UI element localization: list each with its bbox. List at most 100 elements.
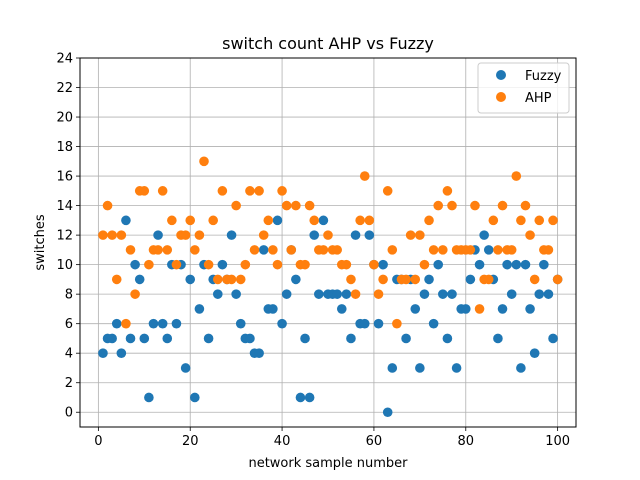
- legend-marker-fuzzy: [496, 70, 506, 80]
- point-ahp: [125, 245, 136, 255]
- point-fuzzy: [460, 304, 471, 314]
- point-ahp: [167, 215, 177, 226]
- y-tick-label: 8: [65, 288, 73, 303]
- point-ahp: [309, 215, 320, 226]
- legend: Fuzzy AHP: [477, 62, 570, 114]
- data-points: [98, 156, 563, 418]
- point-fuzzy: [529, 348, 540, 359]
- point-ahp: [346, 274, 356, 285]
- point-ahp: [415, 230, 425, 240]
- chart-title: switch count AHP vs Fuzzy: [222, 34, 434, 53]
- point-ahp: [447, 200, 457, 211]
- point-ahp: [493, 245, 503, 255]
- point-ahp: [548, 215, 558, 226]
- point-ahp: [107, 230, 117, 240]
- point-fuzzy: [511, 259, 522, 270]
- point-fuzzy: [419, 289, 430, 299]
- point-ahp: [268, 245, 278, 255]
- point-ahp: [185, 215, 196, 226]
- point-fuzzy: [539, 259, 549, 270]
- point-fuzzy: [433, 259, 444, 270]
- point-fuzzy: [465, 274, 476, 285]
- point-ahp: [424, 215, 434, 226]
- point-fuzzy: [235, 318, 246, 329]
- point-fuzzy: [272, 215, 283, 226]
- point-fuzzy: [130, 259, 140, 270]
- point-fuzzy: [295, 392, 306, 403]
- point-ahp: [543, 245, 554, 255]
- point-ahp: [369, 259, 379, 270]
- point-fuzzy: [548, 333, 558, 344]
- point-ahp: [258, 230, 269, 240]
- legend-label-fuzzy: Fuzzy: [525, 69, 562, 84]
- point-ahp: [373, 289, 384, 299]
- point-fuzzy: [318, 215, 329, 226]
- point-fuzzy: [341, 289, 352, 299]
- point-fuzzy: [111, 318, 122, 329]
- point-ahp: [474, 304, 485, 314]
- point-fuzzy: [373, 318, 384, 329]
- point-ahp: [323, 230, 333, 240]
- point-fuzzy: [516, 363, 526, 373]
- point-ahp: [180, 230, 191, 240]
- point-fuzzy: [194, 304, 205, 314]
- point-fuzzy: [254, 348, 264, 359]
- point-fuzzy: [153, 230, 163, 240]
- point-ahp: [516, 215, 526, 226]
- point-ahp: [235, 274, 246, 285]
- point-fuzzy: [171, 318, 182, 329]
- x-tick-label: 60: [366, 434, 383, 449]
- point-ahp: [116, 230, 127, 240]
- x-tick-label: 0: [94, 434, 102, 449]
- point-ahp: [199, 156, 209, 167]
- point-ahp: [419, 259, 430, 270]
- point-fuzzy: [281, 289, 292, 299]
- point-fuzzy: [139, 333, 150, 344]
- point-ahp: [212, 274, 223, 285]
- point-ahp: [286, 245, 297, 255]
- point-fuzzy: [107, 333, 117, 344]
- point-fuzzy: [502, 259, 512, 270]
- point-fuzzy: [134, 274, 145, 285]
- point-ahp: [208, 215, 218, 226]
- point-ahp: [488, 215, 499, 226]
- point-ahp: [534, 215, 545, 226]
- point-ahp: [277, 186, 287, 196]
- point-ahp: [102, 200, 113, 211]
- point-ahp: [249, 245, 260, 255]
- point-ahp: [281, 200, 292, 211]
- point-ahp: [401, 274, 411, 285]
- point-ahp: [245, 186, 255, 196]
- y-axis-label: switches: [33, 214, 48, 270]
- point-fuzzy: [543, 289, 554, 299]
- point-fuzzy: [346, 333, 356, 344]
- point-fuzzy: [451, 363, 462, 373]
- point-fuzzy: [304, 392, 315, 403]
- point-ahp: [341, 259, 352, 270]
- point-ahp: [511, 171, 522, 181]
- point-fuzzy: [121, 215, 131, 226]
- point-ahp: [465, 245, 476, 255]
- y-tick-label: 18: [56, 140, 73, 155]
- point-fuzzy: [447, 289, 457, 299]
- point-fuzzy: [185, 274, 196, 285]
- point-fuzzy: [268, 304, 278, 314]
- point-ahp: [497, 200, 508, 211]
- point-fuzzy: [116, 348, 127, 359]
- point-ahp: [304, 200, 315, 211]
- y-tick-label: 22: [56, 81, 73, 96]
- point-fuzzy: [217, 259, 228, 270]
- point-ahp: [332, 245, 342, 255]
- point-fuzzy: [314, 289, 324, 299]
- point-ahp: [300, 259, 310, 270]
- y-tick-label: 16: [56, 170, 73, 185]
- point-fuzzy: [162, 333, 173, 344]
- point-ahp: [217, 186, 228, 196]
- point-fuzzy: [309, 230, 320, 240]
- point-ahp: [318, 245, 329, 255]
- point-fuzzy: [245, 333, 255, 344]
- y-tick-label: 10: [56, 258, 73, 273]
- y-tick-label: 14: [56, 199, 73, 214]
- point-fuzzy: [525, 304, 535, 314]
